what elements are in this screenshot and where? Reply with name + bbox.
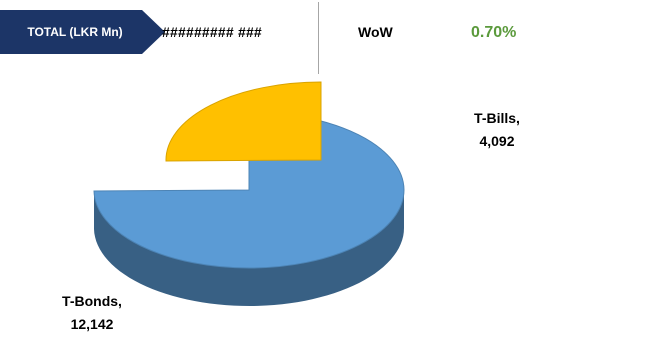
slice-label-value: 12,142 — [71, 316, 114, 332]
slice-label-name: T-Bonds, — [62, 293, 122, 309]
total-tag-shape — [0, 10, 165, 54]
slice-t-bonds — [93, 111, 405, 306]
slice-t-bills — [165, 81, 322, 162]
wow-value: 0.70% — [471, 24, 517, 41]
total-label: TOTAL (LKR Mn) — [27, 25, 123, 39]
slice-label-name: T-Bills, — [474, 110, 520, 126]
slice-top-face — [93, 111, 405, 269]
slice-side-wall — [94, 190, 404, 306]
slice-top-face — [165, 81, 322, 162]
total-value: ######### ### — [162, 24, 262, 40]
header-bar: TOTAL (LKR Mn) ######### ### WoW 0.70% — [0, 0, 663, 74]
header-divider — [318, 2, 319, 74]
wow-label: WoW — [358, 24, 393, 40]
slice-label-value: 4,092 — [479, 133, 514, 149]
